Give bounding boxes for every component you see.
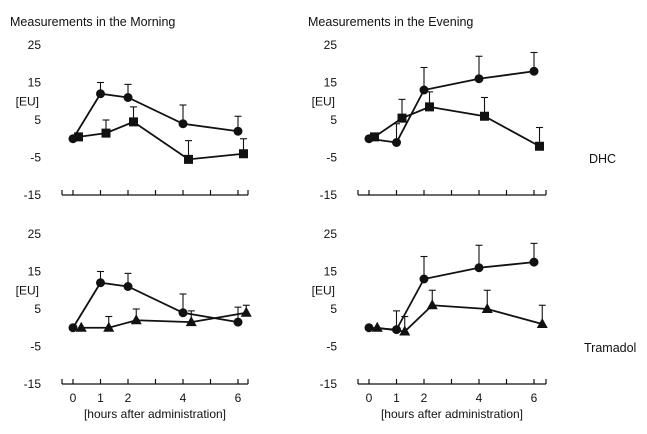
y-axis-label: [EU] [312,283,335,297]
y-tick-label: -15 [24,188,42,202]
data-point-square [425,102,434,112]
x-tick-label: 6 [235,391,242,405]
data-point-circle [68,323,78,333]
data-point-square [184,154,193,164]
x-tick-label: 2 [421,391,428,405]
data-point-square [74,132,83,142]
y-tick-label: 5 [330,302,337,316]
y-tick-label: 25 [324,38,338,52]
data-point-triangle [130,314,142,325]
data-point-circle [474,74,484,84]
y-tick-label: 15 [324,265,338,279]
x-tick-label: 0 [366,391,373,405]
x-tick-label: 6 [531,391,538,405]
x-tick-label: 4 [180,391,187,405]
y-tick-label: 15 [28,76,42,90]
y-tick-label: 25 [28,38,42,52]
panel-title: Measurements in the Morning [10,15,175,29]
panel-title: Measurements in the Evening [308,15,473,29]
data-point-triangle [371,321,383,332]
y-tick-label: -5 [30,151,41,165]
data-point-circle [474,263,484,273]
data-point-square [397,113,407,123]
chart-panel-4: Tramadol 25 15 5 -5 -15 [EU] 0 1 2 4 6 [hours after … [312,227,637,421]
y-tick-label: 5 [330,113,337,127]
data-point-circle [233,126,243,136]
series-line-square [78,120,244,161]
data-point-circle [96,278,105,288]
y-axis-label: [EU] [312,94,335,108]
series-line-triangle [81,311,247,329]
y-tick-label: -5 [30,340,41,354]
data-point-circle [178,119,188,129]
data-point-triangle [399,325,411,336]
data-point-circle [178,308,188,318]
x-tick-label: 0 [70,391,77,405]
y-tick-label: 25 [324,227,338,241]
data-point-triangle [75,321,87,332]
data-point-triangle [481,303,493,313]
y-tick-label: 5 [34,302,41,316]
y-tick-label: -5 [326,340,337,354]
data-point-square [535,141,544,151]
chart-panel-3: 25 15 5 -5 -15 [EU] 0 1 2 4 6 [hours after administ… [16,227,252,421]
data-point-circle [96,89,105,99]
y-tick-label: -15 [320,377,338,391]
chart-panel-2: Measurements in the Evening DHC 25 15 5 -5 -15… [308,15,616,202]
data-point-circle [392,138,401,147]
data-point-triangle [426,299,438,310]
y-tick-label: -15 [320,188,338,202]
data-point-circle [123,93,133,102]
data-point-square [129,117,138,127]
y-tick-label: -5 [326,151,337,165]
data-point-square [370,132,379,142]
row-label: Tramadol [584,341,636,355]
series-line-circle [368,261,535,331]
y-tick-label: 15 [28,265,42,279]
data-point-square [101,128,111,138]
series-line-circle [72,92,239,140]
data-point-circle [364,323,374,333]
data-point-triangle [536,318,548,328]
x-tick-label: 2 [125,391,132,405]
x-axis-label: [hours after administration] [84,407,226,421]
x-axis-label: [hours after administration] [381,407,523,421]
data-point-triangle [240,306,252,317]
y-tick-label: -15 [24,377,42,391]
data-point-circle [529,66,539,76]
data-point-square [239,149,248,159]
series-line-circle [368,70,535,144]
y-axis-label: [EU] [16,94,39,108]
data-point-triangle [103,321,115,332]
y-tick-label: 25 [28,227,42,241]
data-point-circle [123,282,133,291]
x-tick-label: 1 [97,391,104,405]
x-tick-label: 4 [476,391,483,405]
y-tick-label: 5 [34,113,41,127]
data-point-circle [233,317,243,327]
data-point-triangle [185,316,197,327]
data-point-circle [419,274,429,284]
data-point-circle [529,257,539,267]
data-point-circle [419,85,429,95]
row-label: DHC [589,152,616,166]
y-axis-label: [EU] [16,283,39,297]
y-tick-label: 15 [324,76,338,90]
chart-panel-1: Measurements in the Morning 25 15 5 -5 -15 [EU… [10,15,249,202]
data-point-square [480,111,489,121]
x-tick-label: 1 [393,391,400,405]
